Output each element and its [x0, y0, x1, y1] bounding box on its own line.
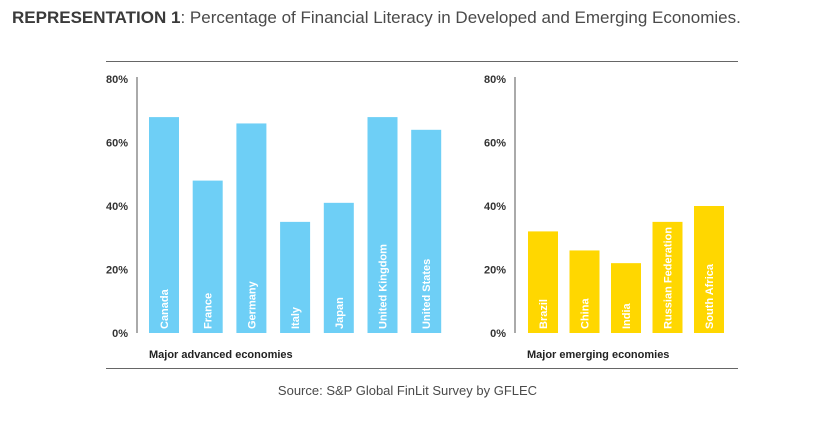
category-label: France	[203, 293, 215, 329]
bar-united-states	[411, 129, 442, 333]
x-axis-label: Major emerging economies	[527, 349, 669, 361]
y-tick-label: 20%	[484, 265, 506, 277]
category-label: Japan	[334, 297, 346, 329]
y-tick-label: 0%	[490, 328, 506, 340]
category-label: Brazil	[538, 299, 550, 329]
bar-brazil	[528, 231, 558, 333]
bar-russian-federation	[652, 221, 683, 333]
y-tick-label: 0%	[112, 328, 128, 340]
y-tick-label: 20%	[106, 265, 128, 277]
title-text: : Percentage of Financial Literacy in De…	[180, 8, 741, 27]
y-tick-label: 80%	[106, 74, 128, 86]
category-label: Russian Federation	[663, 227, 675, 329]
advanced-economies-chart: 0% 20% 40% 60% 80% Canada France Germany Italy Ja…	[106, 74, 442, 361]
category-label: Germany	[246, 280, 258, 329]
bar-united-kingdom	[367, 117, 398, 333]
page-title: REPRESENTATION 1: Percentage of Financia…	[12, 8, 741, 28]
y-tick-label: 60%	[484, 138, 506, 150]
category-label: India	[621, 302, 633, 329]
bar-germany	[236, 123, 267, 333]
source-note: Source: S&P Global FinLit Survey by GFLE…	[277, 383, 538, 398]
y-tick-label: 40%	[484, 201, 506, 213]
bar-india	[611, 263, 641, 333]
category-label: South Africa	[704, 263, 716, 329]
category-label: Italy	[290, 306, 302, 329]
y-tick-label: 60%	[106, 138, 128, 150]
title-prefix: REPRESENTATION 1	[12, 8, 181, 27]
emerging-economies-chart: 0% 20% 40% 60% 80% Brazil China India Russian Fe…	[484, 74, 724, 361]
bar-canada	[149, 117, 179, 333]
y-tick-label: 40%	[106, 201, 128, 213]
category-label: China	[580, 298, 592, 329]
bar-japan	[323, 202, 354, 333]
category-label: United States	[421, 259, 433, 329]
bar-china	[569, 250, 600, 333]
bar-france	[192, 180, 223, 333]
category-label: United Kingdom	[378, 244, 390, 329]
bottom-divider	[106, 368, 738, 369]
category-label: Canada	[159, 288, 171, 329]
top-divider	[106, 61, 738, 62]
bar-italy	[280, 221, 311, 333]
x-axis-label: Major advanced economies	[149, 349, 293, 361]
y-tick-label: 80%	[484, 74, 506, 86]
bar-south-africa	[694, 206, 724, 333]
